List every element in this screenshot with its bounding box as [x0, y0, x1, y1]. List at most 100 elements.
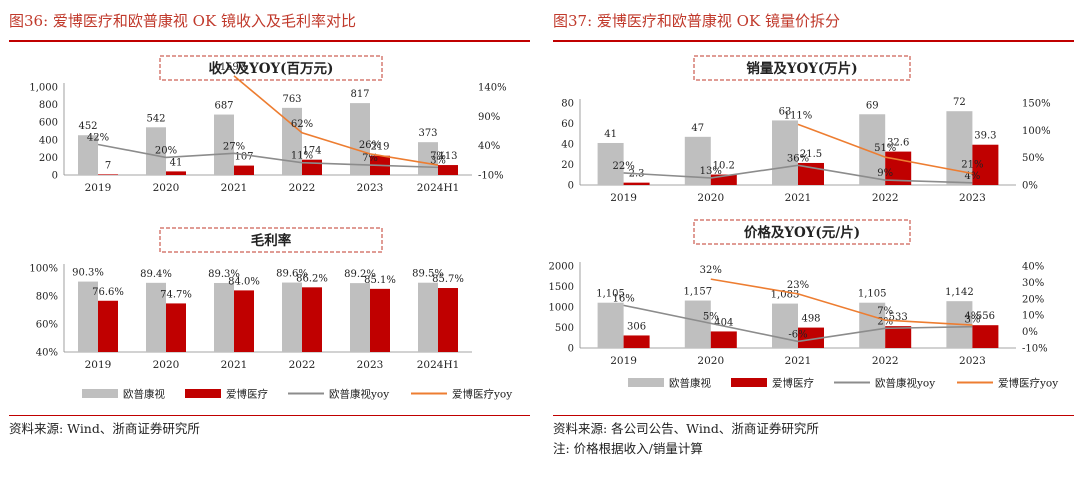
price-line-a	[623, 304, 973, 343]
volume-bar-label: 41	[604, 129, 617, 140]
price-line-label: 3%	[964, 315, 980, 326]
revenue-xtick: 2019	[85, 182, 112, 194]
revenue-line-label: 159%	[220, 62, 249, 73]
revenue-line-label: 42%	[87, 132, 109, 143]
volume-line-label: 51%	[874, 143, 896, 154]
revenue-bar-label: 7	[105, 160, 111, 171]
fig37-note: 注: 价格根据收入/销量计算	[553, 441, 703, 456]
volume-ytick: 40	[561, 140, 574, 151]
gross_margin-xtick: 2023	[357, 359, 384, 371]
revenue-bar-b	[98, 174, 118, 175]
volume-bar-label: 39.3	[974, 131, 996, 142]
gross_margin-bar-label: 89.5%	[412, 269, 444, 280]
volume-xtick: 2019	[610, 192, 637, 204]
legend-swatch-b	[731, 378, 767, 387]
price-y2tick: 10%	[1022, 311, 1044, 322]
revenue-bar-label: 373	[418, 128, 437, 139]
price-bar-a	[597, 302, 624, 348]
volume-title: 销量及YOY(万片)	[746, 60, 857, 77]
price-bar-label: 404	[714, 317, 733, 328]
gross_margin-bar-b	[234, 290, 254, 352]
price-y2tick: 30%	[1022, 278, 1044, 289]
revenue-ytick: 200	[39, 153, 58, 164]
revenue-xtick: 2023	[357, 182, 384, 194]
price-xtick: 2022	[872, 355, 899, 367]
volume-y2tick: 150%	[1022, 99, 1051, 110]
volume-bar-b	[710, 174, 737, 185]
gross_margin-bar-b	[302, 287, 322, 352]
volume-line-a	[623, 164, 973, 184]
gross_margin-bar-label: 89.4%	[140, 269, 172, 280]
volume-line-label: 36%	[787, 153, 809, 164]
price-ytick: 0	[568, 344, 574, 355]
price-bar-a	[859, 302, 886, 348]
gross_margin-title-box	[159, 227, 383, 253]
price-line-label: 16%	[612, 293, 634, 304]
gross_margin-bar-a	[282, 282, 302, 352]
revenue-bar-label: 817	[350, 89, 369, 100]
revenue-title-box	[159, 55, 383, 81]
revenue-bar-a	[146, 127, 166, 175]
gross_margin-ytick: 80%	[36, 292, 58, 303]
price-ytick: 1500	[549, 282, 574, 293]
price-line-label: 23%	[787, 280, 809, 291]
legend-swatch-b	[185, 389, 221, 398]
price-y2tick: 40%	[1022, 262, 1044, 273]
volume-ytick: 80	[561, 99, 574, 110]
volume-bar-label: 72	[953, 97, 966, 108]
gross_margin-xtick: 2021	[221, 359, 248, 371]
revenue-bar-label: 763	[282, 94, 301, 105]
legend-label-byoy: 爱博医疗yoy	[452, 388, 512, 401]
revenue-ytick: 800	[39, 100, 58, 111]
revenue-xtick: 2022	[289, 182, 316, 194]
revenue-title: 收入及YOY(百万元)	[209, 60, 334, 77]
volume-bar-label: 32.6	[887, 138, 909, 149]
fig36-title: 图36: 爱博医疗和欧普康视 OK 镜收入及毛利率对比	[9, 12, 356, 30]
revenue-bar-a	[282, 107, 302, 175]
revenue-bar-label: 687	[214, 101, 233, 112]
price-bar-b	[710, 331, 737, 348]
price-bar-b	[885, 326, 912, 348]
gross_margin-ytick: 40%	[36, 348, 58, 359]
revenue-bar-b	[234, 165, 254, 175]
fig37-title: 图37: 爱博医疗和欧普康视 OK 镜量价拆分	[553, 12, 840, 30]
revenue-y2tick: 140%	[478, 83, 507, 94]
volume-ytick: 60	[561, 119, 574, 130]
revenue-bar-label: 113	[438, 151, 457, 162]
volume-bar-a	[597, 142, 624, 185]
volume-line-b	[797, 123, 973, 175]
price-line-label: 5%	[703, 311, 719, 322]
price-y2tick: 20%	[1022, 294, 1044, 305]
price-bar-label: 1,105	[596, 289, 625, 300]
gross_margin-bar-label: 76.6%	[92, 287, 124, 298]
price-bar-label: 1,142	[945, 287, 974, 298]
revenue-bar-label: 41	[170, 157, 183, 168]
revenue-line-label: 62%	[291, 119, 313, 130]
price-ytick: 1000	[549, 303, 574, 314]
gross_margin-bar-label: 86.2%	[296, 273, 328, 284]
legend-label-byoy: 爱博医疗yoy	[998, 377, 1058, 390]
revenue-ytick: 400	[39, 135, 58, 146]
fig37-source: 资料来源: 各公司公告、Wind、浙商证券研究所	[553, 421, 819, 436]
volume-xtick: 2021	[785, 192, 812, 204]
volume-ytick: 20	[561, 160, 574, 171]
gross_margin-ytick: 60%	[36, 320, 58, 331]
price-line-label: 32%	[700, 265, 722, 276]
gross_margin-bar-b	[370, 288, 390, 352]
volume-xtick: 2023	[959, 192, 986, 204]
gross_margin-bar-b	[98, 300, 118, 352]
volume-bar-a	[772, 120, 798, 185]
price-title-box	[693, 219, 911, 245]
revenue-line-b	[233, 75, 439, 166]
price-line-label: 2%	[877, 316, 893, 327]
gross_margin-bar-b	[438, 288, 458, 352]
price-bar-label: 1,105	[858, 289, 887, 300]
price-bar-label: 556	[976, 311, 995, 322]
legend-label-ayoy: 欧普康视yoy	[329, 388, 389, 401]
price-bar-a	[684, 300, 711, 348]
legend-label-a: 欧普康视	[123, 388, 165, 401]
price-line-label: 7%	[877, 306, 893, 317]
gross_margin-bar-label: 89.6%	[276, 269, 308, 280]
volume-bar-label: 69	[866, 100, 879, 111]
revenue-line-label: 7%	[362, 153, 378, 164]
